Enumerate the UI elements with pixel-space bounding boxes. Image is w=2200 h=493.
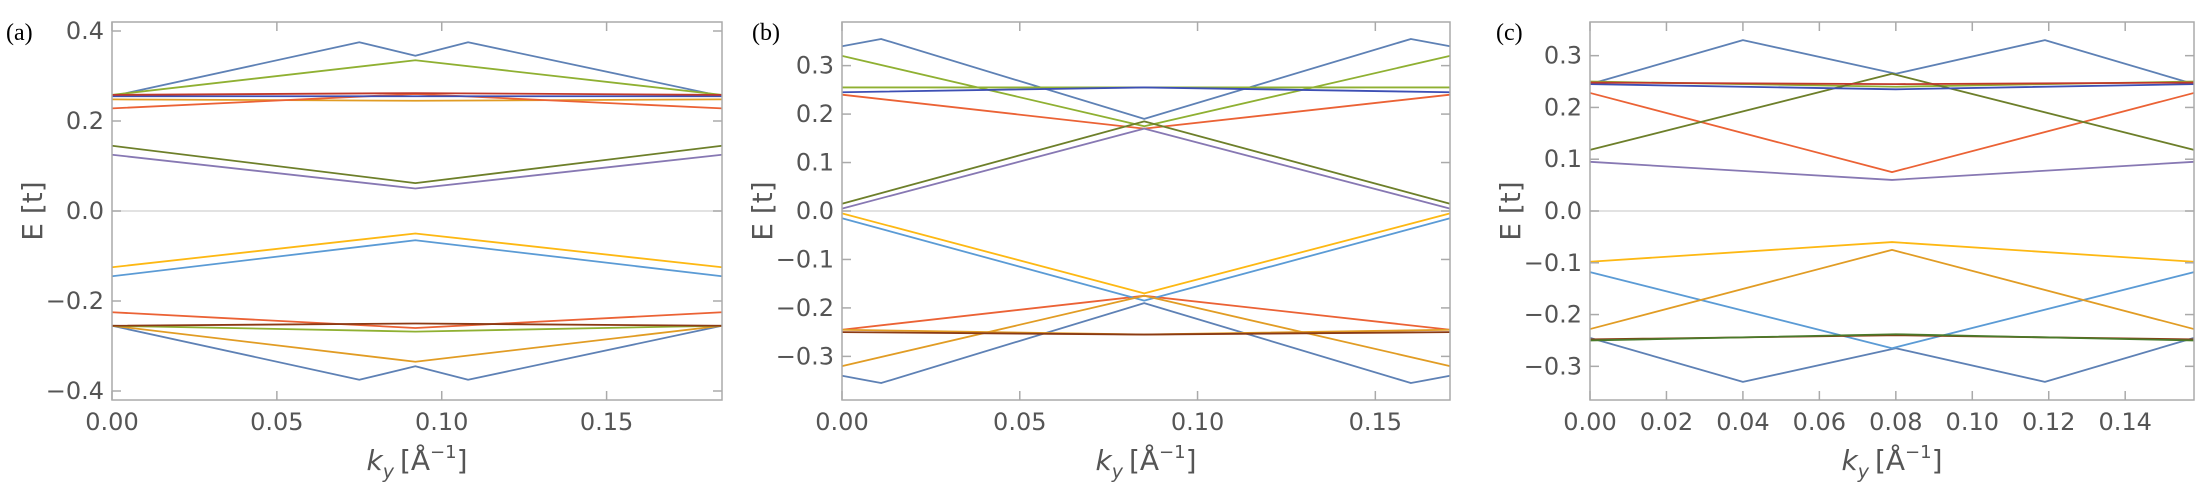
y-axis-title-a: E [t] [16,181,49,240]
band-line-a-9 [111,311,723,329]
x-tick-label-a: 0.05 [250,408,303,436]
band-line-a-13 [111,239,723,278]
x-tick-label-a: 0.10 [415,408,468,436]
panel-label-a: (a) [6,20,33,46]
x-axis-title-a: ky [Å−1] [366,442,467,483]
band-line-c-10 [1589,83,2195,91]
band-line-a-3 [111,98,723,102]
band-line-a-4 [111,324,723,363]
y-tick-label-b: −0.1 [776,245,834,273]
x-tick-label-a: 0.00 [85,408,138,436]
x-tick-label-c: 0.08 [1869,408,1922,436]
band-line-a-10 [111,153,723,190]
band-line-b-11 [841,217,1451,302]
panel-c: (c) −0.3 −0.2 −0.1 0.0 0.1 0.2 0.3 0.00 0.02 0.04… [1494,20,2195,483]
x-tick-label-c: 0.00 [1563,408,1616,436]
y-tick-label-a: 0.4 [66,17,104,45]
band-line-c-4 [1589,92,2195,174]
y-tick-label-a: −0.2 [46,287,104,315]
y-tick-label-c: 0.1 [1544,145,1582,173]
x-tick-label-c: 0.02 [1640,408,1693,436]
band-line-a-7 [111,324,723,333]
x-tick-label-c: 0.12 [2022,408,2075,436]
y-tick-label-b: −0.2 [776,294,834,322]
band-line-b-2 [841,302,1451,384]
band-line-b-9 [841,127,1451,210]
band-line-c-13 [1589,333,2195,342]
y-tick-label-b: 0.2 [796,100,834,128]
y-tick-label-b: −0.3 [776,342,834,370]
band-line-c-9 [1589,248,2195,330]
band-line-a-14 [111,92,723,96]
panel-a: (a) −0.4 −0.2 0.0 0.2 0.4 0.00 0.05 0.10 0.15 E [… [6,17,723,483]
y-axis-title-c: E [t] [1494,181,1527,240]
y-tick-label-c: 0.0 [1544,197,1582,225]
x-tick-label-c: 0.10 [1946,408,1999,436]
band-line-b-1 [841,38,1451,120]
x-tick-label-b: 0.00 [815,408,868,436]
band-line-b-8 [841,120,1451,205]
y-tick-label-c: −0.1 [1524,249,1582,277]
x-tick-label-b: 0.15 [1349,408,1402,436]
y-tick-label-a: 0.0 [66,197,104,225]
band-line-c-7 [1589,241,2195,263]
panel-label-b: (b) [752,20,780,46]
band-line-b-12 [841,294,1451,367]
band-line-a-15 [111,322,723,327]
y-tick-label-a: −0.4 [46,377,104,405]
band-line-b-7 [841,86,1451,94]
x-tick-label-b: 0.10 [1171,408,1224,436]
x-tick-label-b: 0.05 [993,408,1046,436]
band-line-a-6 [111,59,723,96]
y-tick-label-b: 0.0 [796,197,834,225]
panel-b: (b) −0.3 −0.2 −0.1 0.0 0.1 0.2 0.3 0.00 0.05 0.10… [746,20,1451,483]
band-line-c-6 [1589,160,2195,181]
band-line-a-2 [111,324,723,381]
x-tick-label-c: 0.04 [1716,408,1769,436]
y-axis-title-b: E [t] [746,181,779,240]
band-line-c-8 [1589,271,2195,350]
band-line-a-11 [111,144,723,185]
x-tick-label-c: 0.06 [1793,408,1846,436]
y-tick-label-c: −0.3 [1524,352,1582,380]
band-line-c-11 [1589,81,2195,86]
y-tick-label-c: −0.2 [1524,301,1582,329]
band-line-c-2 [1589,336,2195,383]
y-tick-label-c: 0.3 [1544,42,1582,70]
band-line-c-5 [1589,72,2195,151]
band-line-a-5 [111,232,723,269]
band-line-b-3 [841,55,1451,128]
y-tick-label-c: 0.2 [1544,93,1582,121]
x-tick-label-c: 0.14 [2098,408,2151,436]
y-tick-label-a: 0.2 [66,107,104,135]
x-axis-title-c: ky [Å−1] [1841,442,1942,483]
x-tick-label-a: 0.15 [580,408,633,436]
panel-label-c: (c) [1496,20,1523,46]
y-tick-label-b: 0.3 [796,52,834,80]
y-tick-label-b: 0.1 [796,149,834,177]
band-line-b-10 [841,212,1451,295]
band-line-a-1 [111,41,723,98]
band-line-b-14 [841,331,1451,336]
band-line-b-5 [841,93,1451,130]
band-line-c-1 [1589,39,2195,86]
x-axis-title-b: ky [Å−1] [1095,442,1196,483]
